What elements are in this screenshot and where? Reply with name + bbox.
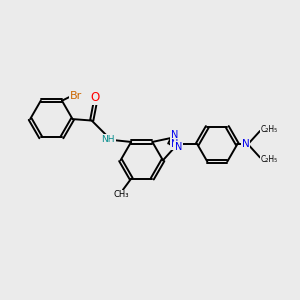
Text: C₂H₅: C₂H₅ [261, 155, 278, 164]
Text: N: N [175, 142, 182, 152]
Text: C₂H₅: C₂H₅ [261, 125, 278, 134]
Text: Br: Br [70, 91, 82, 101]
Text: CH₃: CH₃ [114, 190, 129, 200]
Text: NH: NH [101, 135, 115, 144]
Text: O: O [91, 91, 100, 104]
Text: N: N [171, 139, 178, 149]
Text: N: N [171, 130, 178, 140]
Text: N: N [242, 139, 250, 149]
